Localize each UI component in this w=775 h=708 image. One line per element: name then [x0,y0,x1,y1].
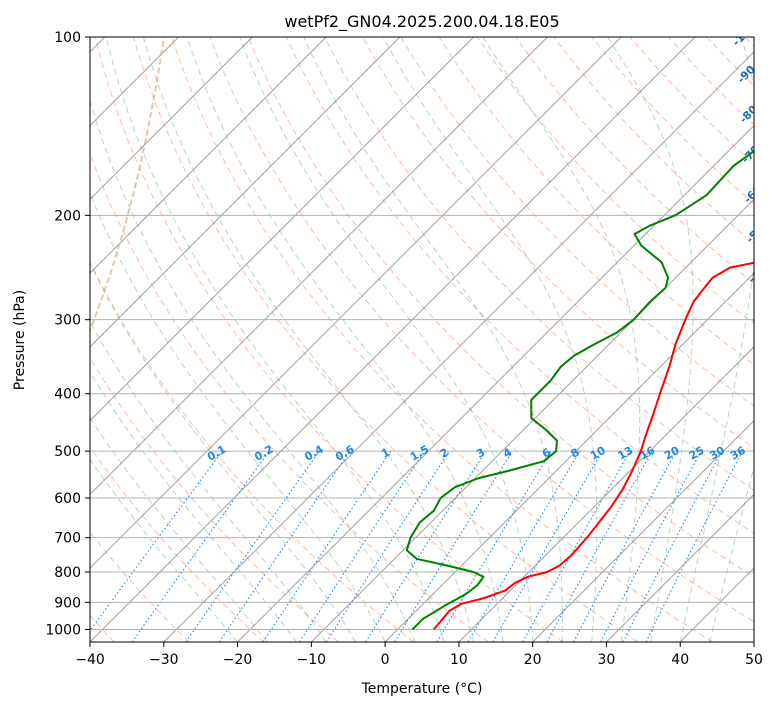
mixing-ratio-line [325,450,450,642]
mixing-ratio-line [262,450,392,642]
y-tick-label: 300 [54,313,81,329]
moist-adiabat-line [382,37,598,642]
moist-adiabat-line [482,37,641,642]
y-tick-label: 500 [54,444,81,460]
reference-curve [90,37,165,334]
moist-adiabat-line [90,458,238,642]
dry-adiabat-line [90,446,265,642]
isotherm-line [90,37,475,422]
isotherm-line [90,37,548,496]
x-tick-label: 0 [381,652,390,668]
mixing-ratio-line [185,450,320,642]
dry-adiabat-line [209,37,754,623]
plot-area: 0.10.20.40.611.52346810131620253036-100-… [90,20,773,642]
dry-adiabat-line [476,37,754,325]
mixing-ratio-line [394,450,513,642]
dry-adiabat-line [285,37,754,535]
dry-adiabat-label: -40 [746,262,769,285]
dry-adiabat-line [323,37,754,491]
plot-frame [89,36,755,643]
pressure-gridlines [90,37,754,630]
isotherm-line [458,346,754,642]
dry-adiabat-label: -20 [750,342,773,365]
dry-adiabat-label: -50 [744,222,767,245]
chart-title: wetPf2_GN04.2025.200.04.18.E05 [284,12,559,32]
isotherm-line [90,37,401,348]
mixing-ratio-line [645,450,743,642]
y-tick-label: 700 [54,531,81,547]
x-tick-label: −30 [149,652,179,668]
isotherm-line [606,493,754,642]
moist-adiabat-line [142,37,475,642]
lcl-curves [90,37,165,334]
y-tick-label: 200 [54,208,81,224]
moist-adiabat-line [90,191,386,642]
mixing-ratio-lines [90,450,743,642]
moist-adiabat-line [90,416,268,642]
mixing-ratio-line [299,450,426,642]
x-tick-label: −20 [223,652,253,668]
moist-adiabat-line [90,320,327,642]
mixing-ratio-line [90,450,223,632]
dry-adiabat-line [515,37,754,285]
isotherm-line [90,37,622,569]
dry-adiabat-label: -30 [748,302,771,325]
moist-adiabat-line [607,37,694,642]
y-tick-label: 1000 [45,622,81,638]
x-tick-label: 40 [671,652,689,668]
mixing-ratio-line [573,450,677,642]
x-tick-label: 20 [524,652,542,668]
x-tick-label: −10 [297,652,327,668]
temperature-profile-line [433,261,754,631]
isotherm-line [163,51,754,642]
x-tick-label: 10 [450,652,468,668]
moist-adiabat-line [679,37,754,642]
dry-adiabat-line [171,37,713,642]
dry-adiabat-line [90,356,339,642]
isotherm-line [532,419,754,642]
mixing-ratio-line [131,450,270,642]
isotherm-line [90,37,253,201]
dry-adiabat-line [132,37,639,642]
moist-adiabat-line [303,37,563,642]
dry-adiabat-line [90,260,414,642]
moist-adiabat-line [239,37,534,642]
y-tick-label: 400 [54,387,81,403]
y-axis: 1000 900 800 700 600 500 400 300 200 100 [45,30,90,638]
moist-adiabat-line [90,262,357,642]
y-tick-label: 100 [54,30,81,46]
x-axis: −40 −30 −20 −10 0 10 20 30 40 50 [75,642,763,668]
y-tick-label: 600 [54,491,81,507]
isotherm-line [237,124,754,642]
mixing-ratio-line [522,450,631,642]
dry-adiabat-line [438,37,754,366]
profile-series [405,149,754,631]
mixing-ratio-line [218,450,351,642]
x-tick-label: −40 [75,652,105,668]
isotherm-line [90,37,327,274]
y-axis-label: Pressure (hPa) [12,290,28,390]
isotherms [90,37,754,642]
moist-adiabat-line [709,465,754,642]
isotherm-line [90,37,696,642]
y-tick-label: 900 [54,595,81,611]
x-tick-label: 50 [745,652,763,668]
isotherm-line [384,272,754,642]
moist-adiabat-line [105,37,445,642]
dewpoint-profile-line [405,149,754,631]
dry-adiabat-line [94,37,564,642]
moist-adiabat-line [90,371,297,642]
dry-adiabat-label: -100 [730,20,759,49]
mixing-ratio-line [546,450,653,642]
isotherm-line [310,198,754,642]
x-tick-label: 30 [598,652,616,668]
dry-adiabats [90,37,754,642]
y-tick-label: 800 [54,565,81,581]
x-axis-label: Temperature (°C) [361,681,483,697]
